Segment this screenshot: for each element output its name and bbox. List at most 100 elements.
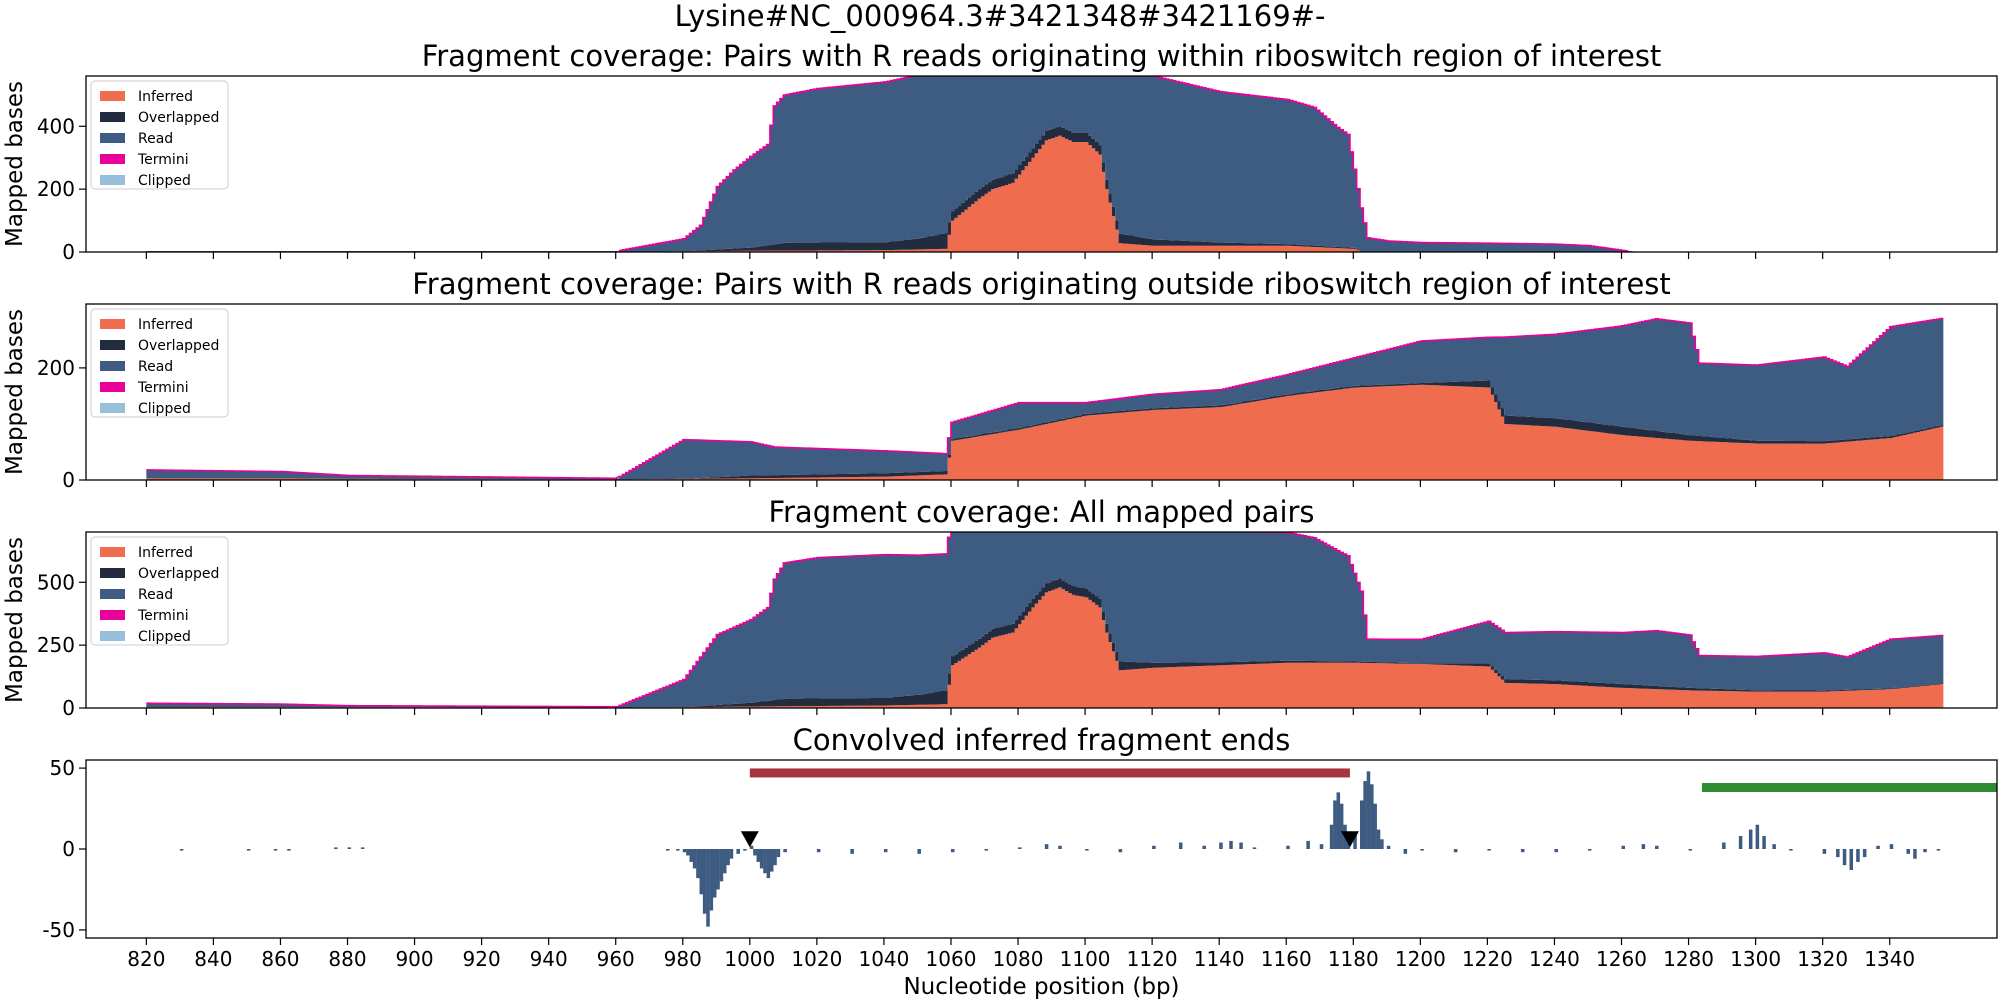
region-bar-red	[749, 768, 1350, 778]
figure-title: Lysine#NC_000964.3#3421348#3421169#-	[675, 0, 1326, 33]
bar	[1239, 842, 1243, 849]
bar	[773, 849, 777, 866]
legend-swatch-clipped	[100, 403, 125, 413]
bar	[334, 847, 338, 849]
bar	[984, 849, 989, 851]
x-tick-label: 1060	[926, 947, 977, 971]
bar	[689, 849, 693, 862]
legend-label-overlapped: Overlapped	[138, 566, 219, 582]
plot-area	[146, 532, 1944, 708]
bar	[360, 847, 365, 849]
bar	[246, 849, 251, 851]
legend-swatch-overlapped	[100, 112, 125, 122]
bar	[1641, 844, 1646, 849]
bar	[1376, 829, 1381, 849]
series-inferred-area	[146, 384, 1944, 480]
bar	[1366, 771, 1371, 849]
bar	[1339, 803, 1344, 849]
bar	[709, 849, 714, 911]
bar	[706, 849, 710, 927]
bar	[1923, 849, 1927, 853]
bar	[756, 849, 761, 862]
series-inferred-area	[146, 135, 1944, 252]
x-tick-label: 1100	[1060, 947, 1111, 971]
legend-swatch-overlapped	[100, 340, 125, 350]
x-tick-label: 940	[530, 947, 568, 971]
bar	[1044, 844, 1049, 849]
panel-4: Convolved inferred fragment ends 820 840 86…	[42, 723, 1998, 1000]
bar	[1370, 784, 1374, 849]
bar	[1762, 836, 1766, 849]
bar	[287, 849, 291, 851]
bar	[1688, 849, 1693, 851]
bar	[743, 849, 747, 851]
legend-swatch-termini	[100, 610, 125, 620]
bar	[1058, 845, 1062, 849]
triangle-down-marker	[740, 831, 759, 848]
bar	[850, 849, 854, 854]
y-tick-label: 0	[62, 468, 75, 492]
panel-title: Fragment coverage: All mapped pairs	[768, 495, 1314, 529]
bar	[1360, 800, 1364, 849]
panel-2: Fragment coverage: Pairs with R reads or…	[2, 267, 1998, 492]
legend-label-overlapped: Overlapped	[138, 338, 219, 354]
bar	[1906, 849, 1910, 854]
bar	[696, 849, 700, 879]
axes-frame	[85, 531, 1998, 709]
x-tick-label: 1260	[1596, 947, 1647, 971]
legend-swatch-inferred	[100, 547, 125, 557]
bar	[776, 849, 781, 858]
bar	[1862, 849, 1867, 858]
x-tick-label: 1180	[1328, 947, 1379, 971]
panel-title: Fragment coverage: Pairs with R reads or…	[412, 267, 1671, 301]
bar	[1353, 832, 1357, 849]
axes-frame	[85, 75, 1998, 253]
bar	[347, 847, 352, 849]
bar	[699, 849, 704, 895]
bar	[1849, 849, 1854, 871]
x-tick-label: 1320	[1797, 947, 1848, 971]
bar	[1822, 849, 1827, 854]
series-read-area	[146, 318, 1944, 480]
x-tick-label: 900	[395, 947, 433, 971]
x-tick-label: 1280	[1663, 947, 1714, 971]
legend: Inferred Overlapped Read Termini Clipped	[90, 308, 229, 418]
series-inferred-area	[146, 587, 1944, 708]
x-tick-label: 920	[463, 947, 501, 971]
legend-swatch-clipped	[100, 175, 125, 185]
termini-outline	[146, 317, 1944, 480]
bar	[273, 849, 278, 851]
bar	[1587, 849, 1592, 851]
bar	[1755, 824, 1760, 849]
bar	[1085, 849, 1089, 851]
legend-label-read: Read	[138, 359, 173, 375]
bar	[1913, 849, 1917, 859]
bar	[1178, 842, 1183, 849]
bar	[719, 849, 724, 882]
region-bar-green	[1701, 783, 1997, 793]
legend-swatch-inferred	[100, 319, 125, 329]
y-tick-label: -50	[42, 918, 75, 942]
bar	[1738, 836, 1743, 849]
series-read-area	[146, 76, 1944, 252]
bar	[783, 849, 787, 853]
bar	[1936, 849, 1941, 851]
bar	[692, 849, 697, 869]
bar	[1252, 847, 1257, 849]
bar	[1018, 847, 1022, 849]
termini-outline	[619, 76, 1629, 252]
y-tick-label: 0	[62, 837, 75, 861]
x-tick-label: 1040	[858, 947, 909, 971]
bar	[1789, 849, 1793, 851]
bar	[179, 849, 184, 851]
legend-swatch-read	[100, 589, 125, 599]
bar	[1202, 845, 1206, 849]
legend: Inferred Overlapped Read Termini Clipped	[90, 536, 229, 646]
y-tick-label: 500	[37, 570, 75, 594]
series-overlapped-area	[146, 380, 1944, 480]
bar	[1363, 781, 1367, 849]
legend-frame	[90, 308, 229, 418]
bar	[1386, 845, 1391, 849]
